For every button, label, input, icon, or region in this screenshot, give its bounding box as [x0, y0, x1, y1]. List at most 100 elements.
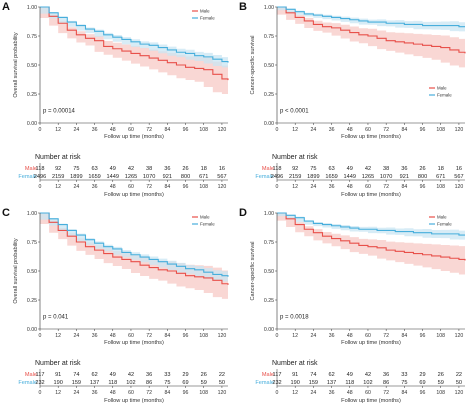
risk-count: 50 [219, 380, 225, 386]
x-tick-label: 24 [73, 127, 79, 133]
x-tick-label: 72 [146, 127, 152, 133]
risk-count: 26 [182, 166, 188, 172]
km-plot-b: B 0.00 0.25 0.50 0.75 1.00 0 12 24 36 48 60 72 84 96 10… [239, 1, 466, 198]
x-tick-label: 72 [383, 127, 389, 133]
risk-count: 102 [126, 380, 135, 386]
risk-table-title: Number at risk [272, 360, 318, 367]
risk-count: 1070 [380, 174, 392, 180]
risk-count: 63 [328, 166, 334, 172]
x-tick-label: 0 [39, 333, 42, 339]
risk-count: 33 [164, 372, 170, 378]
y-tick-label: 0.75 [264, 34, 274, 40]
risk-count: 42 [365, 372, 371, 378]
x-tick-label: 36 [92, 127, 98, 133]
risk-x-axis-label: Follow up time (months) [104, 398, 164, 404]
risk-count: 26 [419, 166, 425, 172]
risk-count: 75 [401, 380, 407, 386]
x-tick-label: 72 [146, 333, 152, 339]
risk-x-tick-label: 12 [55, 184, 61, 190]
risk-count: 49 [110, 166, 116, 172]
ci-band-male [40, 7, 228, 94]
y-tick-label: 0.75 [27, 34, 37, 40]
risk-count: 91 [292, 372, 298, 378]
risk-count: 800 [418, 174, 427, 180]
x-tick-label: 24 [310, 127, 316, 133]
risk-x-tick-label: 72 [146, 390, 152, 396]
x-tick-label: 12 [292, 127, 298, 133]
y-tick-label: 1.00 [27, 211, 37, 217]
risk-x-tick-label: 108 [436, 390, 445, 396]
y-tick-label: 1.00 [264, 211, 274, 217]
x-tick-label: 48 [347, 333, 353, 339]
legend-label-male: Male [437, 86, 447, 91]
risk-x-tick-label: 24 [310, 390, 316, 396]
x-tick-label: 24 [310, 333, 316, 339]
risk-count: 59 [201, 380, 207, 386]
survival-curve-male [277, 212, 466, 261]
risk-count: 2159 [52, 174, 64, 180]
legend-label-female: Female [200, 16, 215, 21]
risk-x-tick-label: 96 [420, 390, 426, 396]
x-tick-label: 48 [347, 127, 353, 133]
risk-count: 1659 [325, 174, 337, 180]
risk-count: 49 [110, 372, 116, 378]
risk-count: 1449 [107, 174, 119, 180]
risk-count: 118 [345, 380, 354, 386]
risk-count: 159 [72, 380, 81, 386]
y-tick-label: 0.25 [27, 298, 37, 304]
y-axis-label: Cancer-specific survival [250, 35, 256, 94]
risk-x-tick-label: 108 [199, 184, 208, 190]
risk-count: 26 [201, 372, 207, 378]
y-tick-label: 0.25 [27, 92, 37, 98]
risk-x-tick-label: 24 [310, 184, 316, 190]
risk-count: 49 [347, 166, 353, 172]
survival-curve-female [277, 6, 465, 28]
risk-count: 36 [164, 166, 170, 172]
risk-count: 91 [55, 372, 61, 378]
x-tick-label: 72 [383, 333, 389, 339]
risk-x-tick-label: 48 [110, 390, 116, 396]
x-tick-label: 120 [218, 127, 227, 133]
km-plot-a: A 0.00 0.25 0.50 0.75 1.00 0 12 24 36 48 60 72 84 96 10… [2, 1, 229, 198]
ci-band-male [277, 7, 465, 68]
risk-x-tick-label: 72 [146, 184, 152, 190]
ci-band-male [277, 213, 465, 275]
risk-x-axis-label: Follow up time (months) [341, 398, 401, 404]
risk-x-tick-label: 0 [276, 390, 279, 396]
risk-count: 29 [419, 372, 425, 378]
risk-count: 190 [291, 380, 300, 386]
risk-table-title: Number at risk [35, 360, 81, 367]
km-plot-d: D 0.00 0.25 0.50 0.75 1.00 0 12 24 36 48 60 72 84 96 10… [239, 207, 466, 404]
risk-count: 1899 [70, 174, 82, 180]
risk-count: 49 [347, 372, 353, 378]
risk-count: 22 [219, 372, 225, 378]
p-value: p = 0.041 [43, 315, 69, 321]
risk-count: 36 [401, 166, 407, 172]
risk-x-tick-label: 120 [455, 184, 464, 190]
x-tick-label: 60 [128, 333, 134, 339]
risk-x-tick-label: 48 [347, 390, 353, 396]
x-tick-label: 120 [455, 333, 464, 339]
panel-a: A 0.00 0.25 0.50 0.75 1.00 0 12 24 36 48 60 72 84 96 10… [0, 0, 237, 206]
ci-band-female [277, 7, 465, 32]
risk-count: 92 [55, 166, 61, 172]
y-axis-label: Overall survival probability [13, 32, 19, 97]
risk-count: 921 [163, 174, 172, 180]
x-tick-label: 60 [365, 333, 371, 339]
p-value: p = 0.00014 [43, 109, 76, 115]
risk-count: 42 [128, 372, 134, 378]
risk-count: 1265 [125, 174, 137, 180]
risk-x-tick-label: 12 [292, 184, 298, 190]
x-tick-label: 96 [183, 127, 189, 133]
risk-count: 567 [217, 174, 226, 180]
risk-count: 137 [327, 380, 336, 386]
risk-count: 42 [128, 166, 134, 172]
risk-count: 92 [292, 166, 298, 172]
risk-count: 22 [456, 372, 462, 378]
x-tick-label: 108 [436, 127, 445, 133]
risk-x-tick-label: 36 [92, 184, 98, 190]
x-tick-label: 96 [420, 127, 426, 133]
x-tick-label: 108 [436, 333, 445, 339]
y-tick-label: 0.75 [264, 240, 274, 246]
risk-count: 75 [73, 166, 79, 172]
